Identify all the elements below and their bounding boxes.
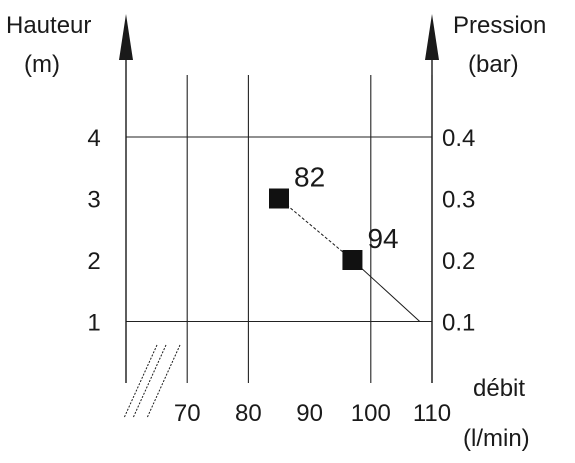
- right-axis-arrow: [425, 14, 439, 60]
- left-tick-label-4: 4: [87, 125, 100, 152]
- left-axis-title: Hauteur: [6, 12, 91, 39]
- series-tail-0: [352, 259, 421, 322]
- x-tick-label-90: 90: [296, 400, 323, 427]
- data-series: [269, 188, 421, 322]
- right-tick-label-0.3: 0.3: [442, 187, 475, 214]
- left-axis-ticks: 1 2 3 4: [87, 125, 100, 337]
- right-axis-unit: (bar): [468, 51, 519, 78]
- x-tick-label-70: 70: [174, 400, 201, 427]
- x-tick-label-100: 100: [351, 400, 391, 427]
- x-axis-ticks: 70 80 90 100 110: [174, 400, 451, 427]
- right-axis-ticks: 0.1 0.2 0.3 0.4: [442, 125, 475, 337]
- series-segment-0-0: [278, 198, 353, 261]
- right-axis-title: Pression: [453, 12, 546, 39]
- point-label-82: 82: [294, 162, 325, 193]
- left-tick-label-2: 2: [87, 248, 100, 275]
- x-axis-label: débit: [473, 375, 525, 402]
- left-tick-label-1: 1: [87, 310, 100, 337]
- axis-break-stroke-2: [132, 344, 167, 419]
- x-tick-label-80: 80: [235, 400, 262, 427]
- x-axis-unit: (l/min): [463, 425, 530, 452]
- axes: [119, 14, 439, 383]
- right-tick-label-0.1: 0.1: [442, 310, 475, 337]
- x-tick-label-110: 110: [413, 400, 451, 427]
- left-axis-arrow: [119, 14, 133, 60]
- point-labels: 82 94: [294, 162, 399, 255]
- left-tick-label-3: 3: [87, 187, 100, 214]
- point-label-94: 94: [367, 223, 398, 254]
- right-tick-label-0.2: 0.2: [442, 248, 475, 275]
- left-axis-unit: (m): [24, 51, 60, 78]
- data-point-82: [269, 188, 289, 209]
- right-tick-label-0.4: 0.4: [442, 125, 475, 152]
- axis-break-stroke-3: [146, 344, 181, 419]
- data-point-94: [342, 250, 363, 270]
- axis-break-stroke-1: [123, 344, 158, 419]
- axis-break: [123, 344, 181, 419]
